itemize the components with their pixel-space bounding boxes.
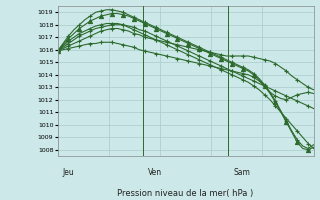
- Text: Ven: Ven: [148, 168, 162, 177]
- Text: Sam: Sam: [234, 168, 250, 177]
- Text: Jeu: Jeu: [62, 168, 74, 177]
- Text: Pression niveau de la mer( hPa ): Pression niveau de la mer( hPa ): [117, 189, 254, 198]
